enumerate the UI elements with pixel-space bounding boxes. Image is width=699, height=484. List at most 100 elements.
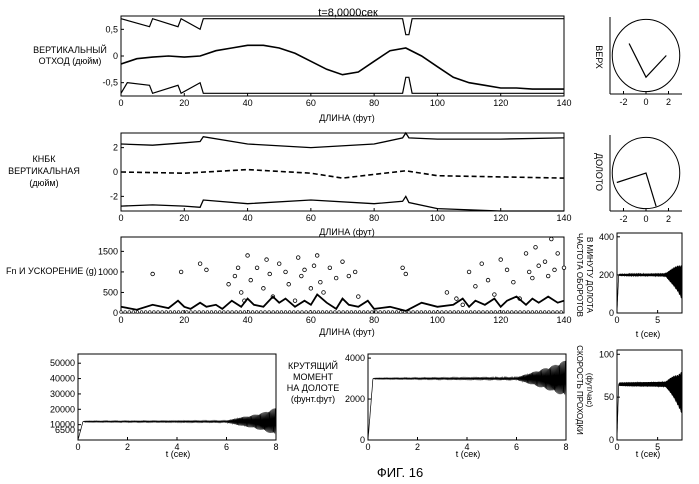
baseline-point bbox=[539, 311, 542, 314]
baseline-point bbox=[260, 311, 263, 314]
scatter-point bbox=[205, 268, 209, 272]
x-tick-label: 40 bbox=[243, 98, 253, 108]
x-tick-label: 2 bbox=[415, 442, 420, 452]
bit-torque-frame bbox=[368, 354, 566, 440]
baseline-point bbox=[239, 311, 242, 314]
scatter-point bbox=[277, 262, 281, 266]
baseline-point bbox=[445, 311, 448, 314]
ylabel-line: ВЕРТИКАЛЬНЫЙ bbox=[33, 44, 107, 55]
x-tick-label: 0 bbox=[643, 214, 648, 224]
baseline-point bbox=[358, 311, 361, 314]
bha-vertical-frame bbox=[121, 133, 564, 211]
scatter-point bbox=[401, 266, 405, 270]
bit-polar-path bbox=[617, 173, 656, 206]
bit-torque-trace bbox=[368, 361, 566, 440]
baseline-point bbox=[305, 311, 308, 314]
baseline-point bbox=[329, 311, 332, 314]
baseline-point bbox=[173, 311, 176, 314]
y-tick-label: 30000 bbox=[50, 389, 75, 399]
y-tick-label: 40000 bbox=[50, 374, 75, 384]
baseline-point bbox=[379, 311, 382, 314]
baseline-point bbox=[441, 311, 444, 314]
baseline-point bbox=[136, 311, 139, 314]
y-tick-label: 2000 bbox=[345, 394, 365, 404]
scatter-point bbox=[553, 268, 557, 272]
baseline-point bbox=[243, 311, 246, 314]
x-tick-label: 140 bbox=[556, 213, 571, 223]
baseline-point bbox=[412, 311, 415, 314]
scatter-point bbox=[151, 272, 155, 276]
baseline-point bbox=[198, 311, 201, 314]
ylabel-bha-vertical: КНБК ВЕРТИКАЛЬНАЯ (дюйм) bbox=[8, 154, 80, 188]
y-tick-label: 10000 bbox=[50, 420, 75, 430]
baseline-point bbox=[424, 311, 427, 314]
baseline-point bbox=[510, 311, 513, 314]
baseline-point bbox=[531, 311, 534, 314]
baseline-point bbox=[144, 311, 147, 314]
upper-polar-axes: -202 bbox=[610, 17, 682, 107]
scatter-point bbox=[461, 303, 465, 307]
torque-axes: 0246865001000020000300004000050000 bbox=[50, 354, 279, 452]
baseline-point bbox=[478, 311, 481, 314]
x-tick-label: 2 bbox=[666, 97, 671, 107]
scatter-point bbox=[328, 266, 332, 270]
rpm-trace bbox=[617, 265, 682, 313]
ylabel-line: (дюйм) bbox=[29, 178, 58, 188]
xlabel-rpm: t (сек) bbox=[636, 329, 660, 339]
baseline-point bbox=[383, 311, 386, 314]
title-line: МОМЕНТ bbox=[293, 372, 333, 382]
baseline-point bbox=[292, 311, 295, 314]
baseline-point bbox=[321, 311, 324, 314]
scatter-point bbox=[179, 270, 183, 274]
baseline-point bbox=[486, 311, 489, 314]
scatter-point bbox=[556, 252, 560, 256]
scatter-point bbox=[546, 274, 550, 278]
baseline-point bbox=[165, 311, 168, 314]
baseline-point bbox=[457, 311, 460, 314]
scatter-point bbox=[319, 280, 323, 284]
y-tick-label: 4000 bbox=[345, 353, 365, 363]
x-tick-label: 0 bbox=[365, 442, 370, 452]
x-tick-label: 120 bbox=[493, 315, 508, 325]
x-tick-label: -2 bbox=[619, 97, 627, 107]
title-line: НА ДОЛОТЕ bbox=[287, 383, 339, 393]
torque-frame bbox=[78, 354, 276, 440]
baseline-point bbox=[194, 311, 197, 314]
ylabel-line: СКОРОСТЬ ПРОХОДКИ bbox=[575, 345, 584, 435]
y-tick-label: 500 bbox=[103, 287, 118, 297]
x-tick-label: 120 bbox=[493, 98, 508, 108]
scatter-point bbox=[309, 287, 313, 291]
baseline-point bbox=[346, 311, 349, 314]
upper-polar-path bbox=[629, 44, 666, 78]
bit-polar-axes: -202 bbox=[610, 135, 682, 224]
ylabel-rpm: ЧАСТОТА ОБОРОТОВ В МИНУТУ ДОЛОТА bbox=[575, 233, 594, 317]
x-tick-label: 100 bbox=[430, 315, 445, 325]
rop-trace bbox=[617, 372, 682, 440]
scatter-point bbox=[334, 276, 338, 280]
x-tick-label: 0 bbox=[614, 442, 619, 452]
baseline-point bbox=[362, 311, 365, 314]
baseline-point bbox=[527, 311, 530, 314]
baseline-point bbox=[482, 311, 485, 314]
baseline-point bbox=[153, 311, 156, 314]
scatter-point bbox=[347, 274, 351, 278]
scatter-point bbox=[493, 293, 497, 297]
y-tick-label: 100 bbox=[599, 349, 614, 359]
scatter-point bbox=[467, 270, 471, 274]
x-tick-label: 0 bbox=[614, 315, 619, 325]
y-tick-label: 50 bbox=[604, 392, 614, 402]
scatter-point bbox=[262, 287, 266, 291]
scatter-point bbox=[246, 254, 250, 258]
panel-vertical-offset: ВЕРТИКАЛЬНЫЙ ОТХОД (дюйм) ДЛИНА (фут) bbox=[33, 44, 375, 123]
x-tick-label: 6 bbox=[514, 442, 519, 452]
baseline-point bbox=[523, 311, 526, 314]
baseline-point bbox=[132, 311, 135, 314]
baseline-point bbox=[338, 311, 341, 314]
y-tick-label: -0,5 bbox=[102, 78, 118, 88]
scatter-point bbox=[562, 266, 566, 270]
scatter-point bbox=[239, 291, 243, 295]
baseline-point bbox=[301, 311, 304, 314]
baseline-point bbox=[276, 311, 279, 314]
baseline-point bbox=[420, 311, 423, 314]
